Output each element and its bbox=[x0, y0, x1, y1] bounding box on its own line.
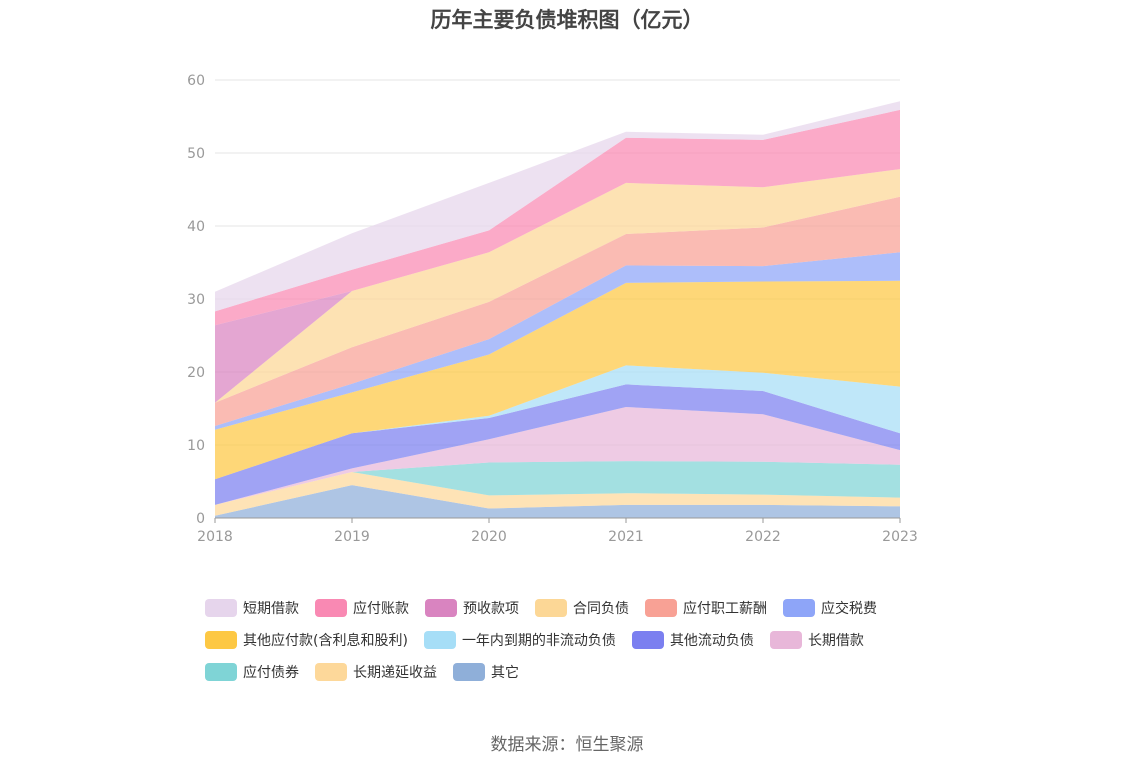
legend-item[interactable]: 应付债券 bbox=[205, 662, 299, 682]
legend-item[interactable]: 应付职工薪酬 bbox=[645, 598, 767, 618]
y-tick-label: 30 bbox=[187, 292, 205, 308]
legend-label: 预收款项 bbox=[463, 601, 519, 617]
x-tick-label: 2023 bbox=[882, 529, 918, 545]
y-tick-label: 20 bbox=[187, 365, 205, 381]
area-series[interactable] bbox=[215, 109, 900, 326]
legend-swatch bbox=[631, 631, 664, 649]
legend-swatch bbox=[205, 631, 237, 649]
legend-label: 应交税费 bbox=[821, 601, 877, 617]
axes: 0 10 20 30 40 50 60 2018 2019 2020 2021 2022 2023 bbox=[187, 73, 918, 545]
legend-item[interactable]: 短期借款 bbox=[205, 598, 299, 618]
legend-item[interactable]: 其它 bbox=[453, 662, 519, 682]
chart-title: 历年主要负债堆积图（亿元） bbox=[430, 8, 704, 32]
data-source-note: 数据来源：恒生聚源 bbox=[490, 735, 644, 755]
y-tick-label: 40 bbox=[187, 219, 205, 235]
area-series[interactable] bbox=[215, 101, 900, 312]
legend-label: 合同负债 bbox=[573, 601, 629, 617]
area-series[interactable] bbox=[215, 472, 900, 516]
legend-swatch bbox=[783, 599, 815, 617]
legend-label: 应付债券 bbox=[243, 665, 299, 681]
area-series-layer bbox=[215, 101, 900, 518]
legend-item[interactable]: 应付账款 bbox=[315, 598, 409, 618]
legend-swatch bbox=[769, 631, 802, 649]
legend-label: 一年内到期的非流动负债 bbox=[461, 633, 616, 649]
area-series[interactable] bbox=[215, 485, 900, 518]
legend-swatch bbox=[423, 631, 456, 649]
y-tick-label: 0 bbox=[196, 511, 205, 527]
legend-item[interactable]: 应交税费 bbox=[783, 598, 877, 618]
legend-item[interactable]: 合同负债 bbox=[535, 598, 629, 618]
area-series[interactable] bbox=[215, 407, 900, 505]
legend-swatch bbox=[645, 599, 677, 617]
legend-item[interactable]: 长期借款 bbox=[769, 630, 864, 650]
y-tick-label: 60 bbox=[187, 73, 205, 89]
legend-label: 其他应付款(含利息和股利) bbox=[243, 633, 408, 649]
area-series[interactable] bbox=[215, 384, 900, 505]
x-tick-label: 2022 bbox=[745, 529, 781, 545]
legend-label: 应付职工薪酬 bbox=[683, 601, 767, 617]
legend-item[interactable]: 一年内到期的非流动负债 bbox=[423, 630, 616, 650]
legend-label: 其他流动负债 bbox=[669, 633, 754, 649]
legend-swatch bbox=[425, 599, 457, 617]
legend-label: 短期借款 bbox=[243, 601, 299, 617]
area-series[interactable] bbox=[215, 169, 900, 403]
legend-swatch bbox=[205, 599, 237, 617]
legend-swatch bbox=[453, 663, 485, 681]
y-tick-label: 10 bbox=[187, 438, 205, 454]
chart-legend: 短期借款 应付账款 预收款项 合同负债 应付职工薪酬 应交税费其他应付款(含利息和股利) 一… bbox=[205, 598, 945, 682]
legend-item[interactable]: 长期递延收益 bbox=[315, 662, 437, 682]
legend-item[interactable]: 预收款项 bbox=[425, 598, 519, 618]
legend-label: 长期递延收益 bbox=[353, 665, 437, 681]
x-tick-label: 2021 bbox=[608, 529, 644, 545]
stacked-area-chart: 0 10 20 30 40 50 60 2018 2019 2020 2021 2022 2023 bbox=[187, 73, 918, 545]
legend-item[interactable]: 其他流动负债 bbox=[631, 630, 754, 650]
area-series[interactable] bbox=[215, 252, 900, 430]
legend-swatch bbox=[535, 599, 567, 617]
legend-swatch bbox=[315, 663, 347, 681]
area-series[interactable] bbox=[215, 461, 900, 505]
y-tick-label: 50 bbox=[187, 146, 205, 162]
legend-label: 长期借款 bbox=[807, 633, 864, 649]
x-tick-label: 2019 bbox=[334, 529, 370, 545]
area-series[interactable] bbox=[215, 196, 900, 426]
legend-item[interactable]: 其他应付款(含利息和股利) bbox=[205, 630, 408, 650]
legend-swatch bbox=[315, 599, 347, 617]
x-tick-label: 2020 bbox=[471, 529, 507, 545]
x-tick-label: 2018 bbox=[197, 529, 233, 545]
legend-swatch bbox=[205, 663, 237, 681]
area-series[interactable] bbox=[215, 280, 900, 480]
legend-label: 其它 bbox=[491, 665, 519, 681]
legend-label: 应付账款 bbox=[353, 601, 409, 617]
